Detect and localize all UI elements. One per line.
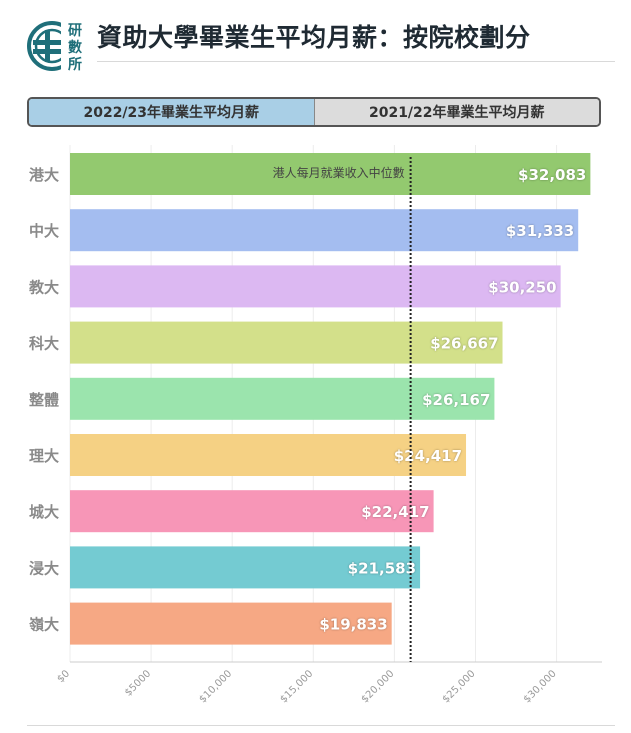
category-label: 中大 [29, 222, 59, 240]
logo: 研 數 所 [27, 18, 89, 74]
category-label: 浸大 [29, 559, 59, 577]
page-title: 資助大學畢業生平均月薪：按院校劃分 [97, 23, 531, 52]
bar [70, 602, 392, 645]
category-label: 教大 [28, 278, 59, 296]
value-label: $21,583 [348, 559, 416, 577]
x-tick-label: $0 [55, 668, 72, 685]
bar [70, 490, 434, 533]
bar [70, 209, 579, 252]
logo-char-3: 所 [68, 56, 82, 73]
value-label: $32,083 [518, 166, 586, 184]
x-tick-label: $15,000 [278, 668, 315, 705]
value-label: $26,667 [430, 335, 498, 353]
category-label: 港大 [29, 166, 59, 184]
category-label: 嶺大 [28, 616, 59, 634]
year-tabs: 2022/23年畢業生平均月薪 2021/22年畢業生平均月薪 [27, 97, 601, 127]
value-label: $22,417 [361, 503, 429, 521]
bar [70, 153, 591, 195]
bar-chart: 港大 $32,083 中大 $31,333 教大 $30,250 科大 $26,667 整體 $2… [28, 145, 602, 705]
x-tick-label: $20,000 [359, 668, 396, 705]
value-label: $24,417 [394, 447, 462, 465]
logo-char-1: 研 [68, 23, 82, 39]
bar [70, 546, 421, 589]
bar [70, 434, 467, 476]
reference-line-label: 港人每月就業收入中位數 [273, 165, 405, 180]
bar [70, 265, 561, 308]
logo-char-2: 數 [68, 39, 82, 56]
value-label: $30,250 [488, 278, 556, 296]
x-tick-label: $10,000 [197, 668, 234, 705]
category-label: 理大 [29, 447, 59, 465]
bar [70, 377, 495, 420]
value-label: $31,333 [506, 222, 574, 240]
bottom-divider [27, 725, 615, 726]
x-tick-label: $30,000 [522, 668, 559, 705]
x-tick-label: $25,000 [441, 668, 478, 705]
bar [70, 321, 503, 364]
value-label: $19,833 [319, 616, 387, 634]
tab-2021-22[interactable]: 2021/22年畢業生平均月薪 [313, 99, 599, 125]
value-label: $26,167 [422, 391, 490, 409]
tab-2022-23[interactable]: 2022/23年畢業生平均月薪 [29, 99, 314, 125]
category-label: 城大 [29, 503, 59, 521]
title-divider [97, 61, 615, 62]
x-tick-label: $5000 [123, 668, 153, 698]
category-label: 整體 [29, 391, 59, 409]
category-label: 科大 [29, 335, 59, 353]
